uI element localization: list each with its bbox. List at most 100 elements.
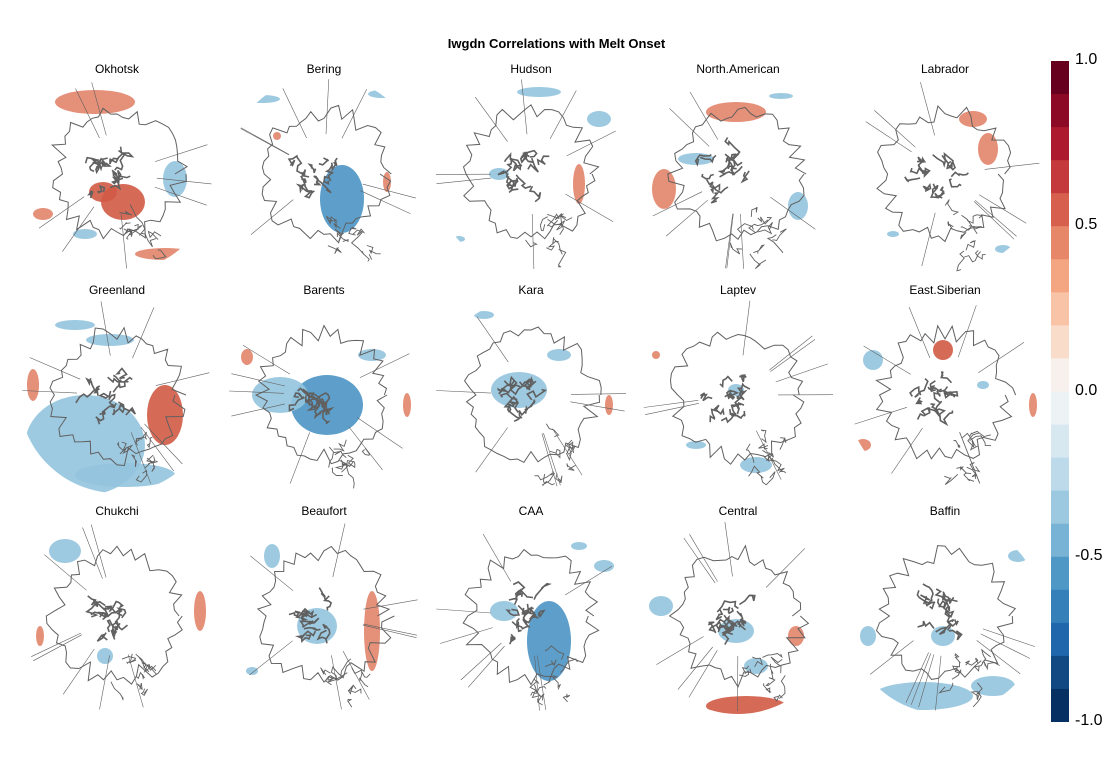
country-border: [725, 213, 734, 269]
map-panel-hudson: Hudson: [429, 62, 633, 272]
coastline: [922, 583, 934, 602]
figure-title: Iwgdn Correlations with Melt Onset: [447, 36, 666, 51]
country-border: [969, 462, 981, 473]
country-border: [762, 653, 783, 659]
coastline: [521, 376, 535, 388]
country-border: [854, 407, 907, 425]
coastline: [95, 163, 103, 175]
coastline: [98, 390, 112, 400]
country-border: [564, 565, 613, 596]
coastline: [509, 381, 525, 396]
country-border: [729, 242, 743, 255]
polar-map: [246, 523, 418, 710]
coastline: [516, 624, 529, 633]
country-border: [347, 454, 356, 469]
colorbar-segment: [1051, 523, 1069, 558]
country-border: [249, 640, 293, 676]
country-border: [968, 225, 982, 235]
coastline: [721, 623, 735, 637]
country-border: [689, 534, 718, 582]
country-border: [336, 232, 349, 243]
map-panel-kara: Kara: [429, 283, 633, 493]
coastline: [116, 146, 135, 160]
colorbar-segment: [1051, 457, 1069, 492]
coastline: [723, 618, 738, 630]
coastline: [324, 162, 335, 182]
negative-correlation-region: [517, 87, 561, 97]
colorbar-segment: [1051, 589, 1069, 624]
coastline: [87, 190, 94, 199]
country-border: [758, 443, 769, 450]
positive-correlation-region: [652, 169, 676, 209]
coastline: [110, 621, 129, 633]
coastline: [669, 331, 805, 465]
coastline: [917, 160, 930, 175]
panel-title: East.Siberian: [909, 283, 981, 297]
country-border: [146, 436, 153, 449]
country-border: [33, 634, 82, 662]
coastline: [524, 399, 536, 411]
coastline: [538, 609, 546, 619]
map-panel-north-american: North.American: [636, 62, 840, 272]
country-border: [976, 682, 983, 701]
coastline: [727, 165, 743, 176]
country-border: [436, 177, 492, 184]
country-border: [935, 655, 942, 711]
country-border: [755, 430, 782, 480]
negative-correlation-region: [547, 349, 571, 361]
polar-map: [31, 524, 206, 710]
coastline: [948, 629, 963, 641]
country-border: [947, 221, 954, 229]
country-border: [760, 429, 767, 444]
country-border: [143, 664, 157, 674]
country-border: [44, 554, 87, 591]
coastline: [935, 186, 945, 199]
coastline: [318, 157, 330, 166]
country-border: [869, 640, 914, 675]
colorbar-segment: [1051, 259, 1069, 293]
country-border: [770, 339, 816, 372]
country-border: [359, 353, 410, 378]
country-border: [129, 204, 146, 236]
country-border: [135, 653, 147, 669]
coastline: [318, 587, 327, 601]
polar-map: [436, 311, 627, 487]
country-border: [144, 423, 183, 465]
coastline: [288, 396, 305, 412]
country-border: [123, 228, 139, 235]
country-border: [763, 683, 772, 694]
coastline: [875, 324, 1017, 460]
coastline: [528, 185, 542, 203]
coastline: [505, 175, 518, 187]
coastline: [934, 588, 947, 602]
coastline: [508, 633, 516, 645]
country-border: [778, 675, 786, 699]
country-border: [979, 194, 1027, 224]
positive-correlation-region: [27, 369, 39, 401]
positive-correlation-region: [36, 626, 44, 646]
country-border: [116, 441, 127, 452]
country-border: [347, 699, 353, 708]
country-border: [757, 216, 773, 225]
country-border: [436, 608, 492, 614]
coastline: [85, 600, 99, 618]
polar-map: [22, 301, 210, 493]
country-border: [136, 682, 143, 690]
colorbar-segment: [1051, 490, 1069, 525]
country-border: [565, 193, 614, 222]
country-border: [741, 665, 752, 673]
coastline: [944, 599, 958, 612]
country-border: [474, 96, 508, 142]
coastline: [97, 611, 123, 618]
coastline: [716, 600, 739, 613]
colorbar-segment: [1051, 193, 1069, 227]
coastline: [303, 626, 321, 632]
coastline: [694, 153, 712, 167]
coastline: [717, 162, 731, 178]
coastline: [935, 622, 952, 635]
country-border: [559, 214, 573, 235]
coastline: [87, 595, 98, 607]
negative-correlation-region: [571, 542, 587, 550]
country-border: [921, 212, 936, 267]
colorbar-segment: [1051, 160, 1069, 194]
